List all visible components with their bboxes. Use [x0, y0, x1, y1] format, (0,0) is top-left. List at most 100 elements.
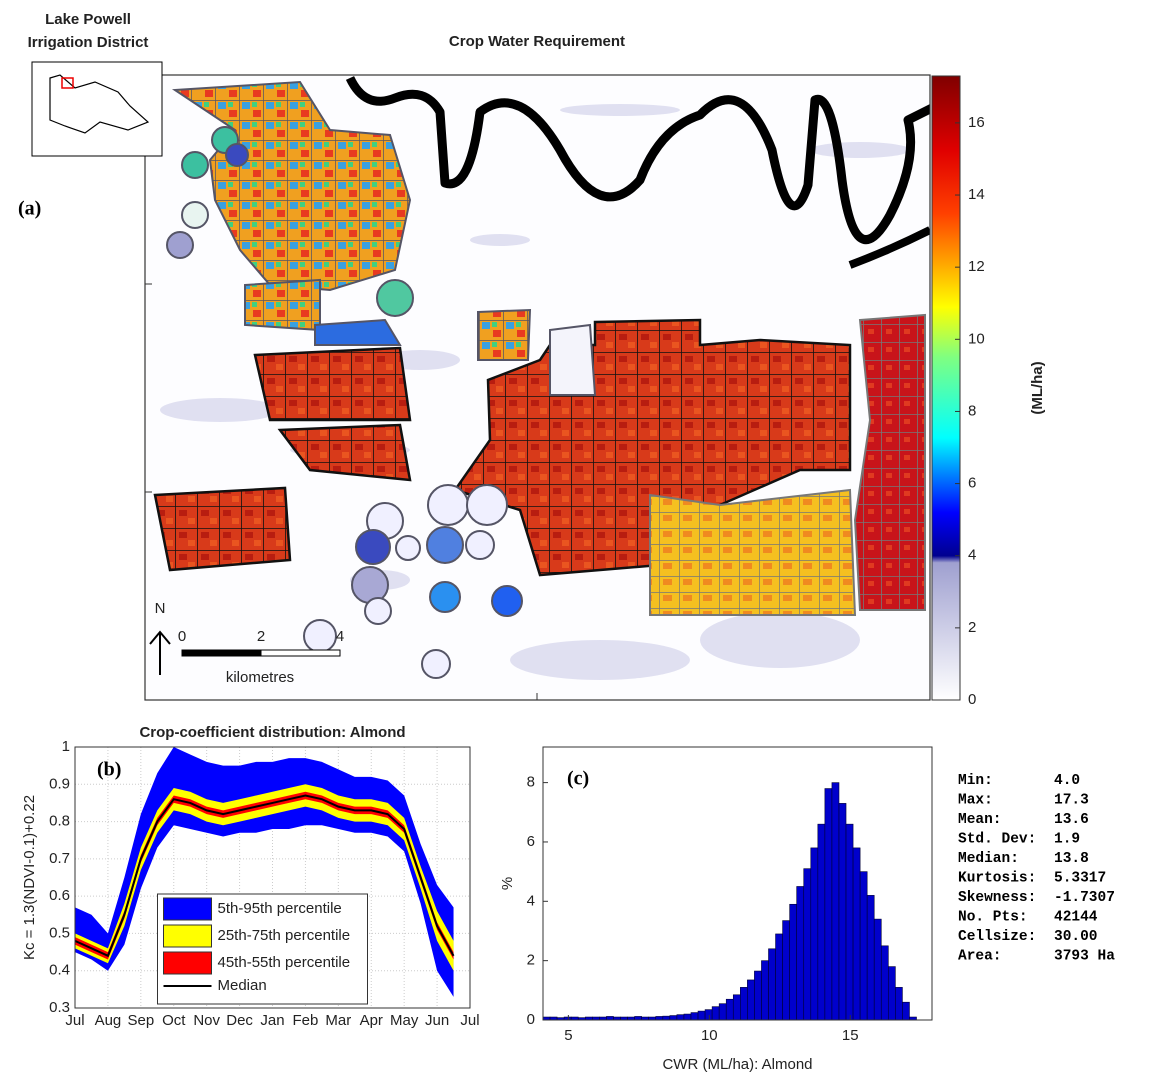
x-tick-label: Jan — [260, 1012, 284, 1029]
bar — [635, 1016, 642, 1020]
legend-swatch — [164, 952, 212, 974]
bar — [705, 1010, 712, 1020]
bar — [719, 1004, 726, 1020]
bar — [698, 1011, 705, 1020]
bar — [804, 869, 811, 1020]
bar — [818, 824, 825, 1020]
stat-value: -1.7307 — [1054, 890, 1115, 906]
stat-name: No. Pts: — [958, 909, 1028, 925]
y-tick-label: 0.6 — [49, 887, 70, 904]
stat-name: Mean: — [958, 812, 1002, 828]
x-tick-label: Sep — [127, 1012, 154, 1029]
bar — [761, 961, 768, 1020]
legend-label: 5th-95th percentile — [218, 900, 342, 917]
colorbar — [932, 76, 960, 700]
map-title: Crop Water Requirement — [449, 33, 625, 50]
x-tick-label: 15 — [842, 1027, 859, 1044]
x-tick-label: Mar — [325, 1012, 351, 1029]
bar — [677, 1015, 684, 1020]
panel-label: (c) — [567, 768, 589, 790]
colorbar-tick-label: 16 — [968, 114, 985, 131]
scale-label: kilometres — [226, 669, 294, 686]
y-tick-label: 0.4 — [49, 962, 70, 979]
x-tick-label: Nov — [193, 1012, 220, 1029]
y-tick-label: 0.9 — [49, 775, 70, 792]
legend-label: 25th-75th percentile — [218, 927, 351, 944]
scale-tick-label: 0 — [178, 628, 186, 645]
map — [145, 75, 932, 700]
stat-name: Skewness: — [958, 890, 1036, 906]
stat-name: Kurtosis: — [958, 870, 1036, 886]
stat-name: Area: — [958, 948, 1002, 964]
colorbar-tick-label: 4 — [968, 547, 976, 564]
x-axis-label: CWR (ML/ha): Almond — [662, 1056, 812, 1073]
colorbar-tick-label: 6 — [968, 475, 976, 492]
stat-value: 1.9 — [1054, 831, 1080, 847]
y-tick-label: 6 — [527, 833, 535, 850]
bar — [783, 921, 790, 1020]
bar — [860, 872, 867, 1020]
bar — [747, 980, 754, 1020]
stat-value: 30.00 — [1054, 929, 1098, 945]
bar — [867, 895, 874, 1020]
bar — [733, 995, 740, 1020]
stat-value: 3793 Ha — [1054, 948, 1115, 964]
inset-title: Lake Powell — [45, 11, 131, 28]
colorbar-tick-label: 0 — [968, 691, 976, 708]
bar — [846, 824, 853, 1020]
stat-name: Max: — [958, 792, 993, 808]
scale-tick-label: 4 — [336, 628, 344, 645]
chart-title: Crop-coefficient distribution: Almond — [139, 724, 405, 741]
bar — [881, 946, 888, 1020]
y-tick-label: 2 — [527, 952, 535, 969]
colorbar-tick-label: 8 — [968, 402, 976, 419]
x-tick-label: Aug — [95, 1012, 122, 1029]
bar — [740, 987, 747, 1020]
panel-label: (a) — [18, 198, 41, 220]
bar — [825, 789, 832, 1020]
bar — [839, 803, 846, 1020]
y-axis-label: Kc = 1.3(NDVI-0.1)+0.22 — [21, 795, 38, 960]
legend-label: Median — [218, 977, 267, 994]
bar — [769, 949, 776, 1020]
scale-segment — [182, 650, 261, 656]
y-tick-label: 0.7 — [49, 850, 70, 867]
bar — [691, 1013, 698, 1020]
y-tick-label: 4 — [527, 892, 535, 909]
scale-segment — [261, 650, 340, 656]
bar — [726, 999, 733, 1020]
scale-tick-label: 2 — [257, 628, 265, 645]
x-tick-label: Feb — [292, 1012, 318, 1029]
x-tick-label: Oct — [162, 1012, 186, 1029]
legend-swatch — [164, 898, 212, 920]
bar — [663, 1016, 670, 1020]
x-tick-label: Jun — [425, 1012, 449, 1029]
stat-value: 13.6 — [1054, 812, 1089, 828]
bar — [656, 1016, 663, 1020]
stat-name: Std. Dev: — [958, 831, 1036, 847]
x-tick-label: Apr — [360, 1012, 383, 1029]
y-tick-label: 0.5 — [49, 924, 70, 941]
x-tick-label: May — [390, 1012, 419, 1029]
stat-name: Median: — [958, 851, 1019, 867]
panel-label: (b) — [97, 759, 121, 781]
bar — [684, 1014, 691, 1020]
bar — [832, 783, 839, 1020]
inset-map — [32, 62, 162, 156]
figure: Lake Powell Irrigation District Crop Wat… — [0, 0, 1163, 1079]
bar — [895, 987, 902, 1020]
y-tick-label: 0 — [527, 1011, 535, 1028]
stat-name: Min: — [958, 773, 993, 789]
stat-name: Cellsize: — [958, 929, 1036, 945]
bar — [811, 848, 818, 1020]
stat-value: 13.8 — [1054, 851, 1089, 867]
bar — [797, 886, 804, 1020]
stat-value: 17.3 — [1054, 792, 1089, 808]
stat-value: 4.0 — [1054, 773, 1080, 789]
y-tick-label: 8 — [527, 774, 535, 791]
colorbar-tick-label: 2 — [968, 619, 976, 636]
legend-label: 45th-55th percentile — [218, 954, 351, 971]
bar — [902, 1002, 909, 1020]
colorbar-label: (ML/ha) — [1029, 361, 1046, 414]
legend-swatch — [164, 925, 212, 947]
